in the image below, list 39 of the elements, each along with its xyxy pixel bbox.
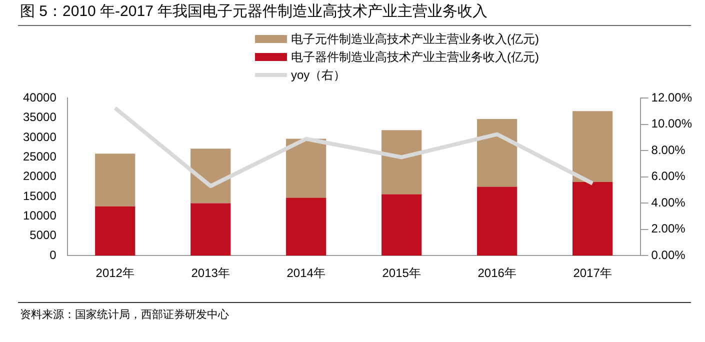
y2-tick-label: 2.00% (651, 222, 686, 236)
bar (572, 182, 613, 256)
bar (286, 138, 326, 198)
y2-tick-label: 8.00% (651, 142, 686, 157)
bar (190, 203, 231, 256)
y2-tick-label: 0.00% (651, 248, 686, 262)
x-tick-label: 2016年 (478, 266, 516, 280)
y-tick-label: 35000 (22, 110, 57, 124)
x-tick-label: 2017年 (573, 266, 612, 280)
text: 资料来源：国家统计局，西部证券研发中心 (20, 308, 230, 322)
bar (95, 154, 136, 206)
y2-tick-label: 4.00% (651, 195, 686, 210)
bar (382, 130, 422, 194)
bar (190, 148, 231, 204)
legend-label: 电子器件制造业高技术产业主营业务收入(亿元) (291, 49, 539, 66)
legend-label: yoy（右） (291, 67, 346, 84)
y-tick-label: 30000 (22, 130, 57, 144)
y-tick-label: 5000 (30, 228, 57, 242)
bar (477, 119, 518, 187)
bar (382, 194, 422, 256)
y2-tick-label: 12.00% (651, 90, 692, 105)
y-tick-label: 10000 (22, 208, 57, 223)
x-tick-label: 2012年 (96, 266, 134, 280)
y2-tick-label: 10.00% (651, 116, 692, 131)
bar (477, 186, 518, 256)
bar (572, 111, 613, 182)
y-tick-label: 15000 (22, 188, 57, 203)
bar (286, 198, 326, 256)
y-tick-label: 0 (50, 248, 57, 262)
y-tick-label: 40000 (22, 90, 57, 105)
x-tick-label: 2015年 (382, 266, 421, 280)
y-tick-label: 20000 (22, 169, 57, 184)
y2-tick-label: 6.00% (651, 169, 686, 184)
x-tick-label: 2014年 (286, 266, 326, 280)
legend-label: 电子元件制造业高技术产业主营业务收入(亿元) (291, 31, 539, 48)
x-tick-label: 2013年 (191, 266, 230, 280)
chart-title: 图 5：2010 年-2017 年我国电子元器件制造业高技术产业主营业务收入 (18, 0, 691, 26)
y-tick-label: 25000 (22, 150, 57, 164)
bar (95, 206, 136, 256)
